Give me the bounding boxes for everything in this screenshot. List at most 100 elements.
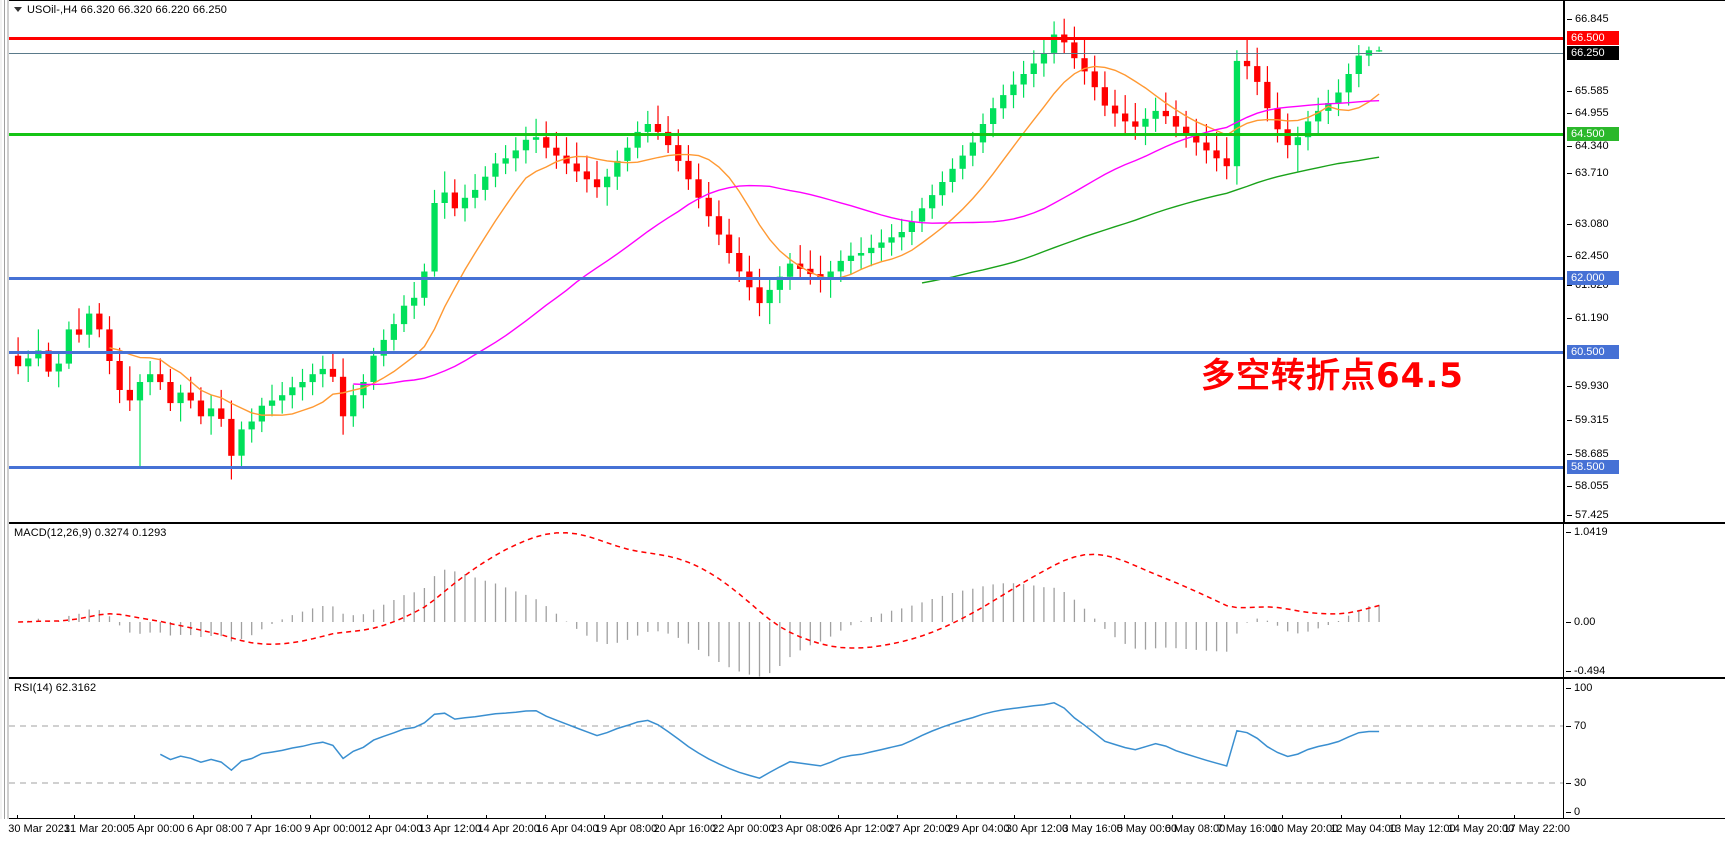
price-tick-label: 59.315 [1567,414,1609,426]
price-axis[interactable]: 66.500 66.250 64.500 62.000 60.500 58.500 66.8… [1563,1,1725,522]
macd-axis: 1.0419 0.00 -0.494 [1563,524,1725,677]
price-level-line[interactable] [9,133,1563,136]
time-tick-mark [486,815,488,819]
chevron-down-icon[interactable] [14,6,22,12]
time-tick-label: 30 Apr 12:00 [1005,823,1069,835]
time-tick-label: 7 May 16:00 [1216,823,1278,835]
price-tick-label: 59.930 [1567,380,1609,392]
time-tick-mark [897,815,898,819]
rsi-tick-label: 70 [1565,720,1587,732]
time-tick-mark [1458,815,1460,819]
rsi-axis: 100 70 30 0 [1563,679,1725,818]
time-tick-label: 6 Apr 08:00 [187,823,244,835]
time-tick-label: 9 Apr 00:00 [304,823,361,835]
rsi-plot-area[interactable] [9,679,1563,818]
price-tick-label: 63.710 [1567,167,1609,179]
time-tick-label: 19 Apr 08:00 [594,823,658,835]
price-candles [14,18,1383,480]
left-scroll-rail[interactable] [0,0,9,819]
price-plot-area[interactable] [9,1,1563,522]
time-tick-mark [1172,815,1174,819]
time-tick-label: 5 May 00:00 [1116,823,1178,835]
price-pane[interactable]: 66.500 66.250 64.500 62.000 60.500 58.500 66.8… [9,0,1725,523]
rsi-pane[interactable]: 100 70 30 0 RSI(14) 62.3162 [9,678,1725,819]
macd-graph [18,532,1380,677]
price-tick-label: 58.055 [1567,480,1609,492]
price-level-label[interactable]: 62.000 [1567,271,1619,285]
time-tick-mark [368,815,370,819]
time-tick-mark [1224,815,1226,819]
price-level-label[interactable]: 60.500 [1567,345,1619,359]
price-level-line[interactable] [9,277,1563,280]
time-tick-label: 20 Apr 16:00 [653,823,716,835]
price-level-label[interactable]: 66.250 [1567,46,1619,60]
time-tick-mark [427,815,429,819]
time-tick-mark [16,815,18,819]
rsi-tick-label: 0 [1565,806,1581,818]
time-tick-label: 6 May 08:00 [1164,823,1226,835]
time-tick-mark [1514,815,1516,819]
price-level-line[interactable] [9,53,1563,54]
time-tick-mark [1070,815,1072,819]
price-level-label[interactable]: 58.500 [1567,460,1619,474]
price-tick-label: 64.340 [1567,140,1609,152]
price-level-line[interactable] [9,351,1563,354]
time-tick-label: 13 May 12:00 [1388,823,1456,835]
macd-tick-label: 1.0419 [1566,526,1608,538]
rsi-graph [9,702,1563,784]
time-tick-mark [251,815,253,819]
time-tick-label: 12 Apr 04:00 [360,823,423,835]
rsi-tick-label: 100 [1565,682,1593,694]
symbol-header-text: USOil-,H4 66.320 66.320 66.220 66.250 [27,4,228,16]
time-tick-label: 22 Apr 00:00 [712,823,775,835]
time-tick-label: 10 May 20:00 [1271,823,1339,835]
price-tick-label: 61.190 [1567,312,1609,324]
macd-pane[interactable]: 1.0419 0.00 -0.494 MACD(12,26,9) 0.3274 0.… [9,523,1725,678]
time-tick-label: 5 Apr 00:00 [128,823,185,835]
time-axis: 30 Mar 2021 31 Mar 20:00 5 Apr 00:00 6 Apr … [8,815,1725,841]
time-tick-mark [1399,815,1401,819]
time-tick-mark [955,815,957,819]
time-tick-label: 29 Apr 04:00 [947,823,1010,835]
price-tick-label: 65.585 [1567,85,1609,97]
time-tick-label: 27 Apr 20:00 [888,823,951,835]
macd-tick-label: 0.00 [1565,616,1596,628]
price-level-line[interactable] [9,37,1563,40]
price-level-label[interactable]: 64.500 [1567,127,1619,141]
time-tick-mark [544,815,546,819]
time-tick-mark [133,815,135,819]
time-tick-mark [1014,815,1016,819]
price-level-label[interactable]: 66.500 [1567,31,1619,45]
time-tick-label: 23 Apr 08:00 [770,823,834,835]
time-tick-label: 14 Apr 20:00 [477,823,540,835]
time-tick-label: 12 May 04:00 [1330,823,1397,835]
time-tick-mark [779,815,781,819]
time-tick-label: 13 Apr 12:00 [418,823,482,835]
time-tick-label: 26 Apr 12:00 [829,823,893,835]
time-tick-mark [192,815,194,819]
time-tick-label: 3 May 16:00 [1062,823,1123,835]
time-tick-mark [838,815,840,819]
macd-plot-area[interactable] [9,524,1563,677]
time-tick-mark [1282,815,1284,819]
time-tick-mark [310,815,312,819]
rsi-label: RSI(14) 62.3162 [14,682,97,694]
macd-label: MACD(12,26,9) 0.3274 0.1293 [14,527,167,539]
price-tick-label: 58.685 [1567,448,1609,460]
time-tick-label: 30 Mar 2021 [8,823,70,835]
time-tick-mark [73,815,75,819]
symbol-header: USOil-,H4 66.320 66.320 66.220 66.250 [14,4,227,16]
time-tick-mark [603,815,605,819]
price-level-line[interactable] [9,466,1563,469]
price-tick-label: 57.425 [1567,509,1609,521]
time-tick-label: 16 Apr 04:00 [536,823,599,835]
time-tick-mark [1341,815,1342,819]
time-tick-label: 14 May 20:00 [1447,823,1515,835]
price-tick-label: 66.845 [1567,13,1609,25]
time-tick-label: 7 Apr 16:00 [245,823,303,835]
price-tick-label: 63.080 [1567,218,1609,230]
time-tick-label: 17 May 22:00 [1503,823,1570,835]
rsi-tick-label: 30 [1565,777,1587,789]
price-tick-label: 64.955 [1567,107,1609,119]
